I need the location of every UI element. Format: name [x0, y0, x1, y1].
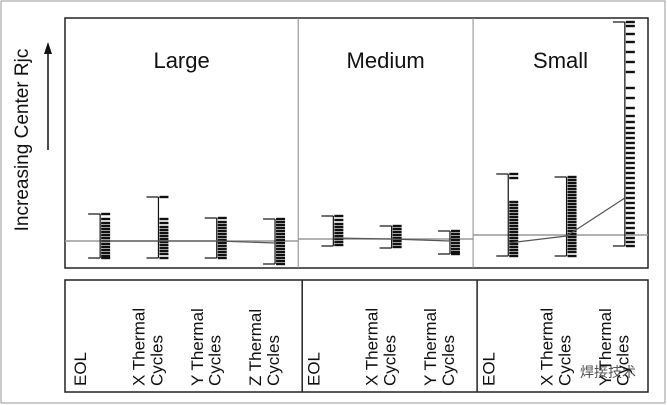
category-label: X Thermal Cycles	[363, 303, 400, 386]
label-line: Cycles	[439, 335, 458, 386]
label-line: Y Thermal	[421, 303, 440, 386]
category-label: X Thermal Cycles	[538, 303, 575, 386]
category-label: EOL	[304, 352, 323, 386]
label-line: Y Thermal	[188, 303, 207, 386]
panel-title: Small	[533, 48, 588, 73]
label-line: Cycles	[147, 335, 166, 386]
category-label: Y Thermal Cycles	[188, 303, 225, 386]
label-line: Z Thermal	[246, 304, 265, 386]
label-line: X Thermal	[538, 303, 557, 386]
y-axis-label: Increasing Center Rjc	[12, 49, 33, 232]
watermark: 焊接技术	[580, 364, 636, 380]
y-arrow-head	[44, 42, 52, 54]
label-line: Cycles	[555, 335, 574, 386]
label-line: Cycles	[206, 335, 225, 386]
label-line: X Thermal	[129, 303, 148, 386]
category-label: Y Thermal Cycles	[596, 303, 633, 386]
category-label: EOL	[479, 352, 498, 386]
label-line: X Thermal	[363, 303, 382, 386]
mean-line	[508, 197, 626, 244]
category-label: X Thermal Cycles	[129, 303, 166, 386]
mean-line	[100, 240, 276, 244]
category-label: Y Thermal Cycles	[421, 303, 458, 386]
label-line: Cycles	[381, 335, 400, 386]
category-label: Z Thermal Cycles	[246, 304, 283, 386]
category-label: EOL	[71, 352, 90, 386]
label-line: Cycles	[614, 335, 633, 386]
label-line: Y Thermal	[596, 303, 615, 386]
panel-title: Large	[153, 48, 209, 73]
panel-title: Medium	[347, 48, 425, 73]
plot-frame	[64, 17, 649, 269]
label-frame	[64, 279, 649, 393]
label-line: Cycles	[264, 335, 283, 386]
mean-line	[333, 237, 450, 242]
